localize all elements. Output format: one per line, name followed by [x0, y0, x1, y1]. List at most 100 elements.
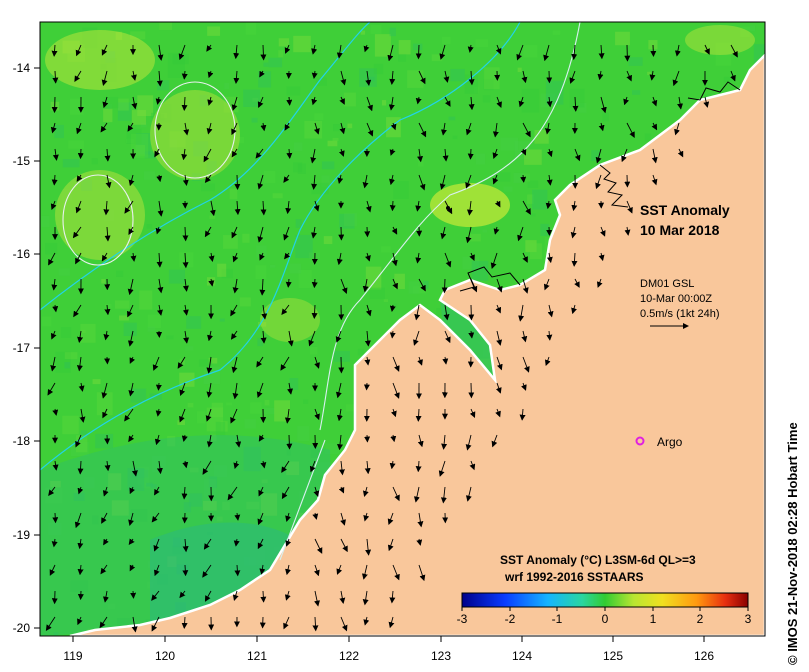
x-tick-label: 126: [694, 649, 714, 663]
sst-pixel: [389, 27, 396, 37]
current-vector: [418, 174, 426, 191]
current-vector: [441, 434, 448, 450]
sst-pixel: [274, 400, 291, 422]
sst-pixel: [261, 479, 268, 484]
current-vector: [153, 538, 160, 552]
sst-pixel: [62, 415, 79, 435]
map-date: 10 Mar 2018: [640, 222, 720, 238]
y-axis: -14 -15 -16 -17 -18 -19 -20: [13, 61, 40, 635]
current-vector: [598, 122, 605, 132]
sst-pixel: [569, 88, 585, 108]
current-vector: [51, 538, 58, 548]
sst-pixel: [101, 278, 106, 284]
sst-pixel: [763, 30, 765, 34]
sst-pixel: [207, 26, 221, 36]
contour-loop: [62, 174, 134, 266]
current-vector: [496, 96, 502, 108]
current-vector: [202, 460, 212, 475]
current-vector: [651, 96, 658, 107]
current-vector: [285, 512, 291, 522]
current-vector: [362, 486, 369, 497]
sst-pixel: [255, 265, 267, 280]
sst-pixel: [294, 236, 301, 245]
current-vector: [206, 44, 213, 52]
current-vector: [75, 252, 82, 265]
current-vector: [418, 278, 426, 292]
current-vector: [129, 564, 136, 572]
current-vector: [339, 590, 346, 604]
y-tick-label: -17: [13, 341, 31, 355]
current-vector: [285, 200, 292, 215]
current-vector: [233, 44, 240, 60]
sst-pixel: [337, 259, 344, 263]
current-vector: [157, 278, 164, 294]
sst-pixel: [602, 112, 609, 122]
current-vector: [362, 590, 369, 606]
sst-pixel: [149, 393, 162, 400]
sst-pixel: [58, 268, 70, 276]
sst-pixel: [304, 120, 323, 139]
sst-pixel: [215, 421, 226, 436]
sst-pixel: [462, 256, 480, 270]
current-vector: [206, 122, 213, 135]
current-vector: [362, 174, 369, 189]
sst-pixel: [263, 171, 276, 184]
sst-pixel: [264, 407, 275, 414]
sst-pixel: [176, 564, 189, 575]
sst-pixel: [260, 493, 278, 516]
current-vector: [232, 252, 239, 263]
current-vector: [259, 70, 265, 78]
current-vector: [571, 252, 578, 267]
current-vector: [468, 96, 475, 111]
sst-pixel: [289, 263, 302, 274]
current-vector: [417, 148, 424, 163]
x-axis: 119 120 121 122 123 124 125 126: [63, 636, 714, 663]
current-vector: [230, 304, 238, 317]
current-vector: [519, 408, 526, 421]
sst-pixel: [422, 280, 429, 289]
current-vector: [546, 148, 553, 158]
current-vector: [102, 486, 109, 497]
current-vector: [443, 304, 450, 321]
sst-pixel: [383, 299, 389, 303]
current-vector: [365, 252, 371, 262]
current-vector: [308, 330, 316, 347]
current-vector: [522, 200, 531, 215]
sst-pixel: [188, 493, 203, 507]
current-vector: [465, 434, 472, 451]
current-vector: [207, 96, 214, 106]
current-vector: [179, 382, 186, 397]
sst-pixel: [297, 426, 310, 442]
current-vector: [281, 460, 290, 473]
current-vector: [72, 226, 82, 239]
current-vector: [128, 382, 135, 397]
hotspot-marker: [446, 206, 450, 210]
current-vector: [313, 200, 320, 212]
current-vector: [415, 44, 422, 60]
current-vector: [74, 512, 82, 529]
colorbar-title: SST Anomaly (°C) L3SM-6d QL>=3: [500, 553, 696, 567]
sst-pixel: [226, 402, 233, 406]
current-vector: [596, 278, 603, 288]
current-vector: [496, 330, 503, 346]
sst-pixel: [137, 466, 150, 485]
sst-pixel: [206, 531, 213, 536]
current-vector: [518, 304, 525, 322]
current-vector: [260, 460, 267, 469]
current-vector: [128, 538, 135, 546]
current-vector: [286, 434, 293, 450]
sst-pixel: [92, 379, 101, 385]
sst-pixel: [408, 281, 420, 294]
current-vector: [182, 252, 189, 269]
sst-pixel: [108, 104, 113, 110]
current-vector: [231, 226, 238, 239]
sst-pixel: [222, 501, 230, 511]
current-vector: [128, 434, 135, 443]
current-vector: [100, 122, 108, 133]
current-vector: [391, 408, 397, 418]
current-vector: [571, 304, 577, 315]
current-vector: [127, 330, 134, 347]
sst-pixel: [258, 71, 272, 88]
current-vector: [156, 460, 163, 475]
